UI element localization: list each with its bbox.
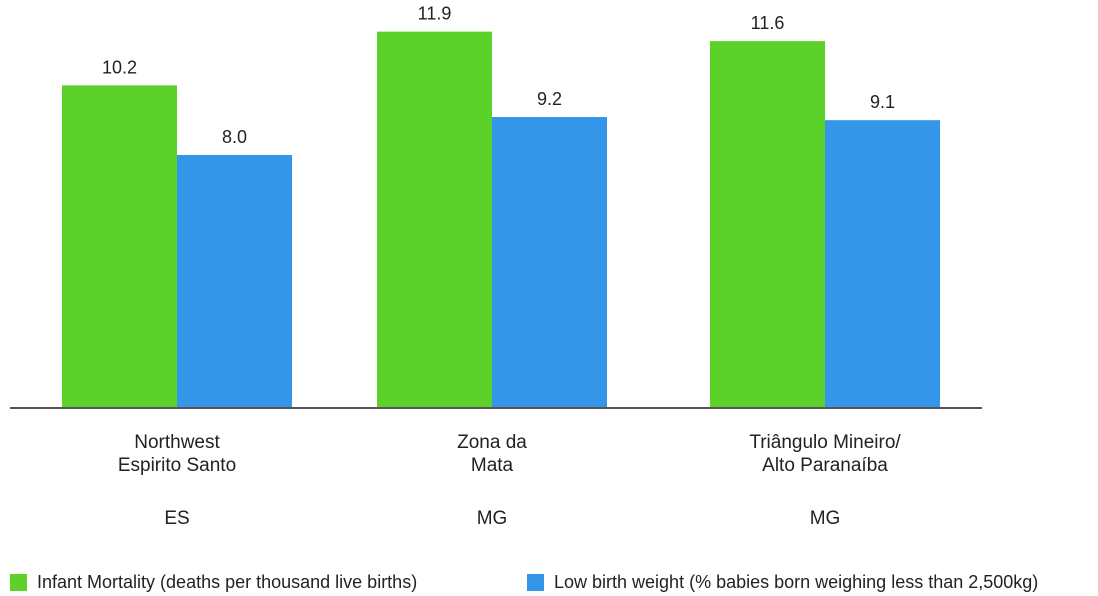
data-label-infant-mortality-2: 11.6 <box>751 13 785 33</box>
data-label-low-birth-weight-2: 9.1 <box>870 92 895 112</box>
category-label-1-line-1: Mata <box>471 455 514 476</box>
legend-label-infant-mortality: Infant Mortality (deaths per thousand li… <box>37 572 418 592</box>
category-label-1-line-0: Zona da <box>457 432 527 453</box>
data-label-low-birth-weight-1: 9.2 <box>537 89 562 109</box>
legend: Infant Mortality (deaths per thousand li… <box>0 572 1098 596</box>
category-label-2-line-0: Triângulo Mineiro/ <box>749 432 901 453</box>
bar-low-birth-weight-2 <box>825 120 940 409</box>
value-labels-layer: 10.2 8.0 11.9 9.2 11.6 9.1 <box>102 4 895 147</box>
legend-swatch-low-birth-weight <box>527 574 544 591</box>
legend-item-low-birth-weight: Low birth weight (% babies born weighing… <box>527 572 1038 593</box>
category-state-label-1: MG <box>477 508 508 529</box>
category-label-2-line-1: Alto Paranaíba <box>762 455 888 476</box>
data-label-infant-mortality-0: 10.2 <box>102 57 137 77</box>
data-label-low-birth-weight-0: 8.0 <box>222 127 247 147</box>
bar-infant-mortality-1 <box>377 31 492 409</box>
bar-infant-mortality-2 <box>710 41 825 409</box>
legend-swatch-infant-mortality <box>10 574 27 591</box>
category-label-0-line-1: Espirito Santo <box>118 455 236 476</box>
data-label-infant-mortality-1: 11.9 <box>418 4 452 24</box>
bars-layer <box>62 31 940 409</box>
legend-label-low-birth-weight: Low birth weight (% babies born weighing… <box>554 572 1039 592</box>
legend-item-infant-mortality: Infant Mortality (deaths per thousand li… <box>10 572 417 593</box>
bar-low-birth-weight-1 <box>492 117 607 408</box>
bar-low-birth-weight-0 <box>177 154 292 408</box>
category-state-label-2: MG <box>810 508 841 529</box>
category-label-0-line-0: Northwest <box>134 432 220 453</box>
bar-infant-mortality-0 <box>62 85 177 408</box>
category-state-label-0: ES <box>164 508 189 529</box>
bar-chart: 10.2 8.0 11.9 9.2 11.6 9.1 NorthwestEspirito … <box>10 4 982 529</box>
